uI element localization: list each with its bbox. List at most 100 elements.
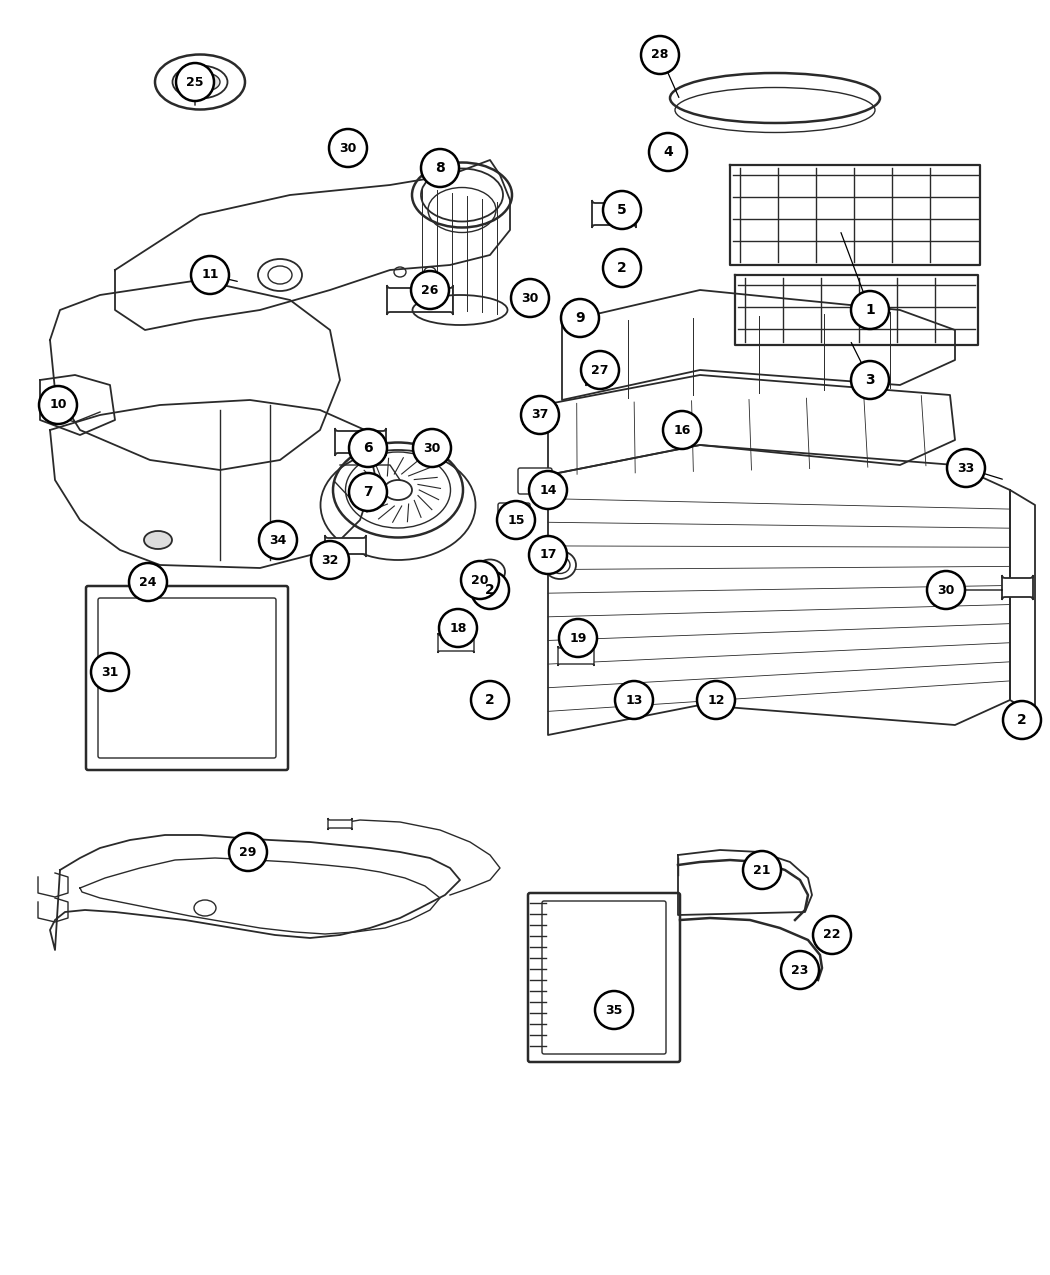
Ellipse shape — [190, 73, 220, 91]
Polygon shape — [735, 275, 978, 346]
Circle shape — [813, 915, 851, 954]
Circle shape — [229, 833, 267, 871]
Circle shape — [439, 609, 477, 646]
Circle shape — [191, 256, 229, 295]
Circle shape — [603, 249, 640, 287]
Circle shape — [461, 561, 499, 599]
Text: 2: 2 — [485, 583, 495, 597]
Text: 25: 25 — [186, 75, 204, 88]
Polygon shape — [730, 164, 980, 265]
FancyBboxPatch shape — [518, 468, 552, 493]
Ellipse shape — [819, 929, 845, 950]
Circle shape — [743, 850, 781, 889]
FancyBboxPatch shape — [528, 892, 680, 1062]
Text: 8: 8 — [435, 161, 445, 175]
Ellipse shape — [670, 73, 880, 122]
Circle shape — [595, 991, 633, 1029]
Ellipse shape — [384, 479, 412, 500]
Circle shape — [697, 681, 735, 719]
Text: 15: 15 — [507, 514, 525, 527]
FancyBboxPatch shape — [612, 261, 632, 274]
Text: 29: 29 — [239, 845, 256, 858]
Polygon shape — [678, 850, 812, 915]
Polygon shape — [116, 159, 510, 330]
Text: 22: 22 — [823, 928, 841, 941]
Text: 4: 4 — [664, 145, 673, 159]
Circle shape — [349, 473, 387, 511]
Circle shape — [640, 36, 679, 74]
Text: 19: 19 — [569, 631, 587, 644]
Circle shape — [1003, 701, 1041, 739]
Circle shape — [529, 470, 567, 509]
Text: 32: 32 — [321, 553, 339, 566]
FancyBboxPatch shape — [480, 584, 500, 595]
Circle shape — [39, 386, 77, 425]
Text: 16: 16 — [673, 423, 691, 436]
FancyBboxPatch shape — [344, 138, 362, 148]
Text: 30: 30 — [339, 142, 357, 154]
FancyBboxPatch shape — [586, 358, 612, 386]
Circle shape — [603, 191, 640, 230]
Text: 21: 21 — [753, 863, 771, 876]
Text: 31: 31 — [101, 666, 119, 678]
FancyBboxPatch shape — [523, 405, 556, 425]
Text: 12: 12 — [708, 694, 724, 706]
Circle shape — [511, 279, 549, 317]
Ellipse shape — [544, 551, 576, 579]
Circle shape — [311, 541, 349, 579]
Circle shape — [529, 536, 567, 574]
Text: 14: 14 — [540, 483, 557, 496]
Polygon shape — [548, 445, 1010, 734]
Text: 13: 13 — [626, 694, 643, 706]
FancyBboxPatch shape — [558, 646, 594, 666]
Text: 17: 17 — [540, 548, 557, 561]
Text: 30: 30 — [938, 584, 954, 597]
Text: 37: 37 — [531, 408, 549, 422]
Text: 24: 24 — [140, 575, 156, 589]
Text: 1: 1 — [865, 303, 875, 317]
Text: 2: 2 — [1017, 713, 1027, 727]
Text: 34: 34 — [269, 533, 287, 547]
Circle shape — [781, 951, 819, 989]
Circle shape — [411, 272, 449, 309]
FancyBboxPatch shape — [1002, 575, 1033, 601]
Text: 33: 33 — [958, 462, 974, 474]
Text: 20: 20 — [471, 574, 488, 586]
Circle shape — [850, 361, 889, 399]
FancyBboxPatch shape — [326, 536, 366, 557]
Polygon shape — [50, 835, 460, 950]
Polygon shape — [40, 375, 116, 435]
Circle shape — [349, 428, 387, 467]
Circle shape — [471, 681, 509, 719]
FancyBboxPatch shape — [328, 819, 352, 830]
FancyBboxPatch shape — [86, 586, 288, 770]
FancyBboxPatch shape — [592, 200, 636, 228]
Circle shape — [176, 62, 214, 101]
Circle shape — [649, 133, 687, 171]
Text: 7: 7 — [363, 484, 373, 499]
Text: 11: 11 — [202, 269, 218, 282]
Circle shape — [947, 449, 985, 487]
Ellipse shape — [264, 529, 292, 547]
FancyBboxPatch shape — [438, 632, 474, 653]
Polygon shape — [50, 400, 375, 567]
Ellipse shape — [144, 530, 172, 550]
Text: 23: 23 — [792, 964, 809, 977]
Circle shape — [413, 428, 452, 467]
Text: 2: 2 — [617, 261, 627, 275]
Text: 35: 35 — [605, 1003, 623, 1016]
Ellipse shape — [475, 560, 505, 584]
Circle shape — [421, 149, 459, 187]
Text: 9: 9 — [575, 311, 585, 325]
Text: 30: 30 — [521, 292, 539, 305]
Polygon shape — [548, 375, 956, 476]
Circle shape — [91, 653, 129, 691]
FancyBboxPatch shape — [1012, 714, 1032, 725]
Text: 26: 26 — [421, 283, 439, 297]
Circle shape — [559, 618, 597, 657]
Circle shape — [329, 129, 367, 167]
Circle shape — [581, 351, 620, 389]
Circle shape — [927, 571, 965, 609]
Text: 3: 3 — [865, 374, 875, 388]
Polygon shape — [50, 280, 340, 470]
